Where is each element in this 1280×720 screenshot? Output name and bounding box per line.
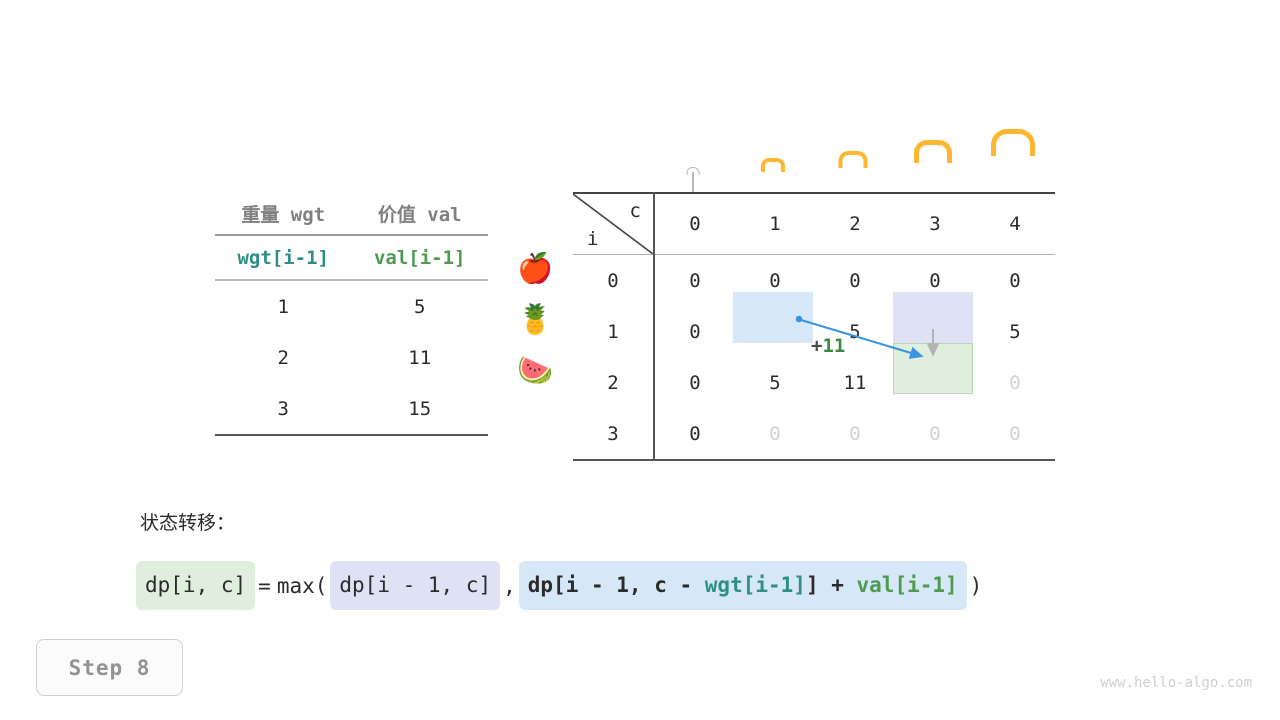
dp-cell-0-4: 0 <box>1009 269 1021 292</box>
items-table: 重量 wgt 价值 val wgt[i-1] val[i-1] 1 5 2 11… <box>215 192 488 436</box>
dp-row-2: 2 0 5 11 16 0 <box>573 357 1055 408</box>
dp-header-row: c i 0 1 2 3 4 <box>573 192 1055 255</box>
dp-cell-1-4: 5 <box>1009 320 1021 343</box>
dp-corner-cell: c i <box>573 192 655 255</box>
transition-label: 状态转移： <box>140 512 236 534</box>
items-variable-row: wgt[i-1] val[i-1] <box>215 235 488 281</box>
formula-take-term: dp[i - 1, c - wgt[i-1]] + val[i-1] <box>518 561 967 610</box>
watermark: www.hello-algo.com <box>1100 675 1252 691</box>
transition-formula: dp[i, c] = max(dp[i - 1, c], dp[i - 1, c - … <box>136 561 985 610</box>
dp-cell-3-2: 0 <box>815 408 895 461</box>
formula-take-mid: ] + <box>805 573 857 597</box>
items-table-grid: 重量 wgt 价值 val wgt[i-1] val[i-1] 1 5 2 11… <box>215 192 488 436</box>
dp-row-header-1: 1 <box>573 306 655 357</box>
items-header-weight: 重量 wgt <box>215 192 352 236</box>
dp-cell-3-4: 0 <box>975 408 1055 461</box>
formula-equals: = <box>258 573 271 598</box>
dp-cell-3-3: 0 <box>895 408 975 461</box>
items-row-1: 1 5 <box>215 280 488 332</box>
dp-col-header-2: 2 <box>815 192 895 255</box>
formula-comma: , <box>503 573 516 598</box>
dp-row-header-3: 3 <box>573 408 655 461</box>
dp-grid: c i 0 1 2 3 4 0 0 0 0 0 0 1 0 5 5 5 5 <box>573 192 1055 461</box>
dp-cell-3-0: 0 <box>654 408 735 461</box>
dp-row-3: 3 0 0 0 0 0 <box>573 408 1055 461</box>
dp-cell-2-1: 5 <box>769 371 781 394</box>
items-row-3: 3 15 <box>215 383 488 436</box>
bag-icon-capacity-2 <box>813 151 893 192</box>
items-row-2-wgt: 2 <box>277 346 289 369</box>
dp-cell-2-4: 0 <box>1009 371 1021 394</box>
dp-col-header-1: 1 <box>735 192 815 255</box>
formula-take-prefix: dp[i - 1, c - <box>527 573 705 597</box>
dp-row-header-2: 2 <box>573 357 655 408</box>
dp-row-0: 0 0 0 0 0 0 <box>573 254 1055 306</box>
items-table-header-row: 重量 wgt 价值 val <box>215 192 488 236</box>
items-row-2-val: 11 <box>408 346 432 369</box>
dp-corner-row-label: i <box>587 228 599 250</box>
value-gain-annotation: +11 <box>811 335 845 357</box>
items-row-2: 2 11 <box>215 332 488 383</box>
bag-icon-capacity-4 <box>973 129 1053 192</box>
dp-cell-1-1: 5 <box>769 320 781 343</box>
formula-target-term: dp[i, c] <box>136 561 256 610</box>
items-row-3-wgt: 3 <box>215 383 352 436</box>
dp-cell-0-3: 0 <box>929 269 941 292</box>
items-var-wgt: wgt[i-1] <box>215 235 352 281</box>
formula-take-val: val[i-1] <box>856 573 958 597</box>
dp-cell-3-1: 0 <box>735 408 815 461</box>
gain-sign: + <box>811 335 823 357</box>
items-row-1-val: 5 <box>414 295 426 318</box>
items-header-value: 价值 val <box>351 192 488 236</box>
dp-cell-2-0: 0 <box>689 371 701 394</box>
bag-icon-capacity-1 <box>733 158 813 192</box>
formula-skip-term: dp[i - 1, c] <box>330 561 501 610</box>
items-row-1-wgt: 1 <box>277 295 289 318</box>
dp-cell-2-3: 16 <box>923 371 947 394</box>
items-var-val: val[i-1] <box>351 235 488 281</box>
dp-col-header-0: 0 <box>654 192 735 255</box>
corner-diagonal-line <box>573 194 653 254</box>
formula-close-paren: ) <box>969 573 983 598</box>
dp-cell-0-0: 0 <box>689 269 701 292</box>
fruit-column: 🍎 🍍 🍉 <box>505 243 565 396</box>
apple-emoji: 🍎 <box>516 251 554 285</box>
pineapple-emoji: 🍍 <box>516 302 554 336</box>
dp-cell-2-2: 11 <box>843 371 867 394</box>
gain-amount: 11 <box>822 335 846 357</box>
bag-icon-row <box>573 126 1055 193</box>
dp-cell-1-0: 0 <box>689 320 701 343</box>
dp-col-header-3: 3 <box>895 192 975 255</box>
formula-max-open: max( <box>276 573 328 598</box>
step-badge: Step 8 <box>36 639 183 696</box>
dp-row-header-0: 0 <box>573 254 655 306</box>
items-row-3-val: 15 <box>351 383 488 436</box>
dp-table-area: c i 0 1 2 3 4 0 0 0 0 0 0 1 0 5 5 5 5 <box>573 126 1055 461</box>
dp-cell-0-1: 0 <box>769 269 781 292</box>
dp-cell-1-3: 5 <box>929 320 941 343</box>
dp-corner-col-label: c <box>629 200 641 222</box>
dp-col-header-4: 4 <box>975 192 1055 255</box>
dp-cell-0-2: 0 <box>849 269 861 292</box>
bag-icon-capacity-0 <box>653 167 733 193</box>
watermelon-emoji: 🍉 <box>516 353 554 387</box>
formula-take-wgt: wgt[i-1] <box>704 573 806 597</box>
bag-icon-capacity-3 <box>893 140 973 192</box>
